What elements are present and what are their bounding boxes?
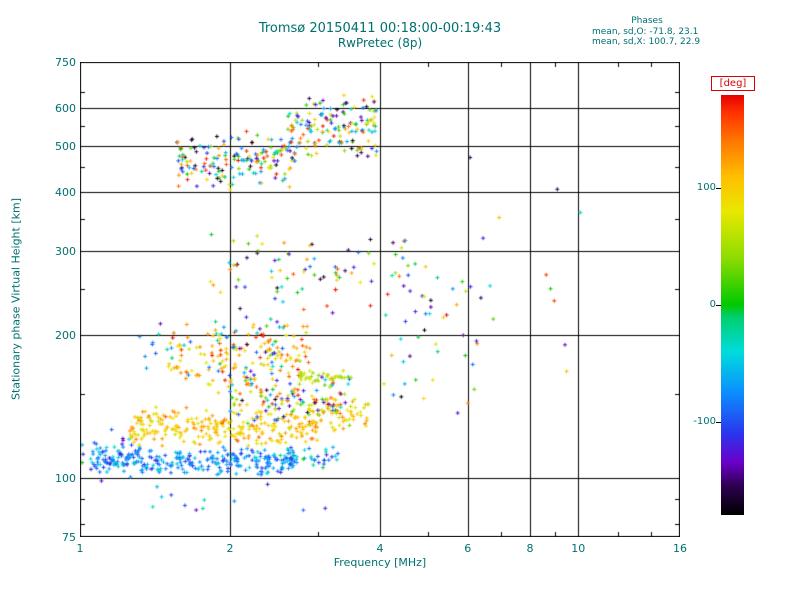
x-axis-label: Frequency [MHz] bbox=[333, 556, 427, 569]
y-tick-label: 100 bbox=[55, 471, 76, 485]
colorbar-tick-mark bbox=[716, 422, 721, 423]
y-tick-label: 400 bbox=[55, 185, 76, 199]
y-tick-label: 500 bbox=[55, 139, 76, 153]
y-tick-label: 600 bbox=[55, 102, 76, 116]
x-tick-label: 4 bbox=[376, 542, 384, 555]
phase-stats-x-mode: mean, sd,X: 100.7, 22.9 bbox=[592, 37, 701, 47]
colorbar-tick-label: -100 bbox=[693, 415, 716, 427]
phase-stats-o-mode: mean, sd,O: -71.8, 23.1 bbox=[592, 26, 699, 37]
x-tick-label: 1 bbox=[76, 542, 84, 555]
y-tick-label: 750 bbox=[55, 56, 76, 69]
colorbar-tick-mark bbox=[716, 188, 721, 189]
x-tick-label: 10 bbox=[571, 542, 586, 555]
scatter-plot-canvas bbox=[80, 62, 680, 537]
x-tick-label: 16 bbox=[673, 542, 687, 555]
x-tick-label: 6 bbox=[464, 542, 472, 555]
phase-stats-block: Phases mean, sd,O: -71.8, 23.1 mean, sd,… bbox=[592, 16, 728, 48]
colorbar bbox=[721, 95, 744, 515]
colorbar-tick-label: 0 bbox=[709, 299, 716, 310]
y-tick-label: 200 bbox=[55, 328, 76, 342]
x-tick-label: 8 bbox=[526, 542, 534, 555]
colorbar-unit-label: [deg] bbox=[711, 76, 755, 91]
y-tick-label: 75 bbox=[62, 531, 76, 544]
colorbar-tick-label: 100 bbox=[696, 182, 716, 194]
y-axis-label: Stationary phase Virtual Height [km] bbox=[9, 197, 23, 401]
phase-stats-header: Phases bbox=[631, 16, 663, 26]
chart-subtitle: RwPretec (8p) bbox=[337, 36, 423, 50]
chart-title: Tromsø 20150411 00:18:00-00:19:43 bbox=[258, 21, 502, 36]
x-tick-label: 2 bbox=[226, 542, 234, 555]
y-tick-label: 300 bbox=[55, 245, 76, 259]
colorbar-tick-mark bbox=[716, 305, 721, 306]
